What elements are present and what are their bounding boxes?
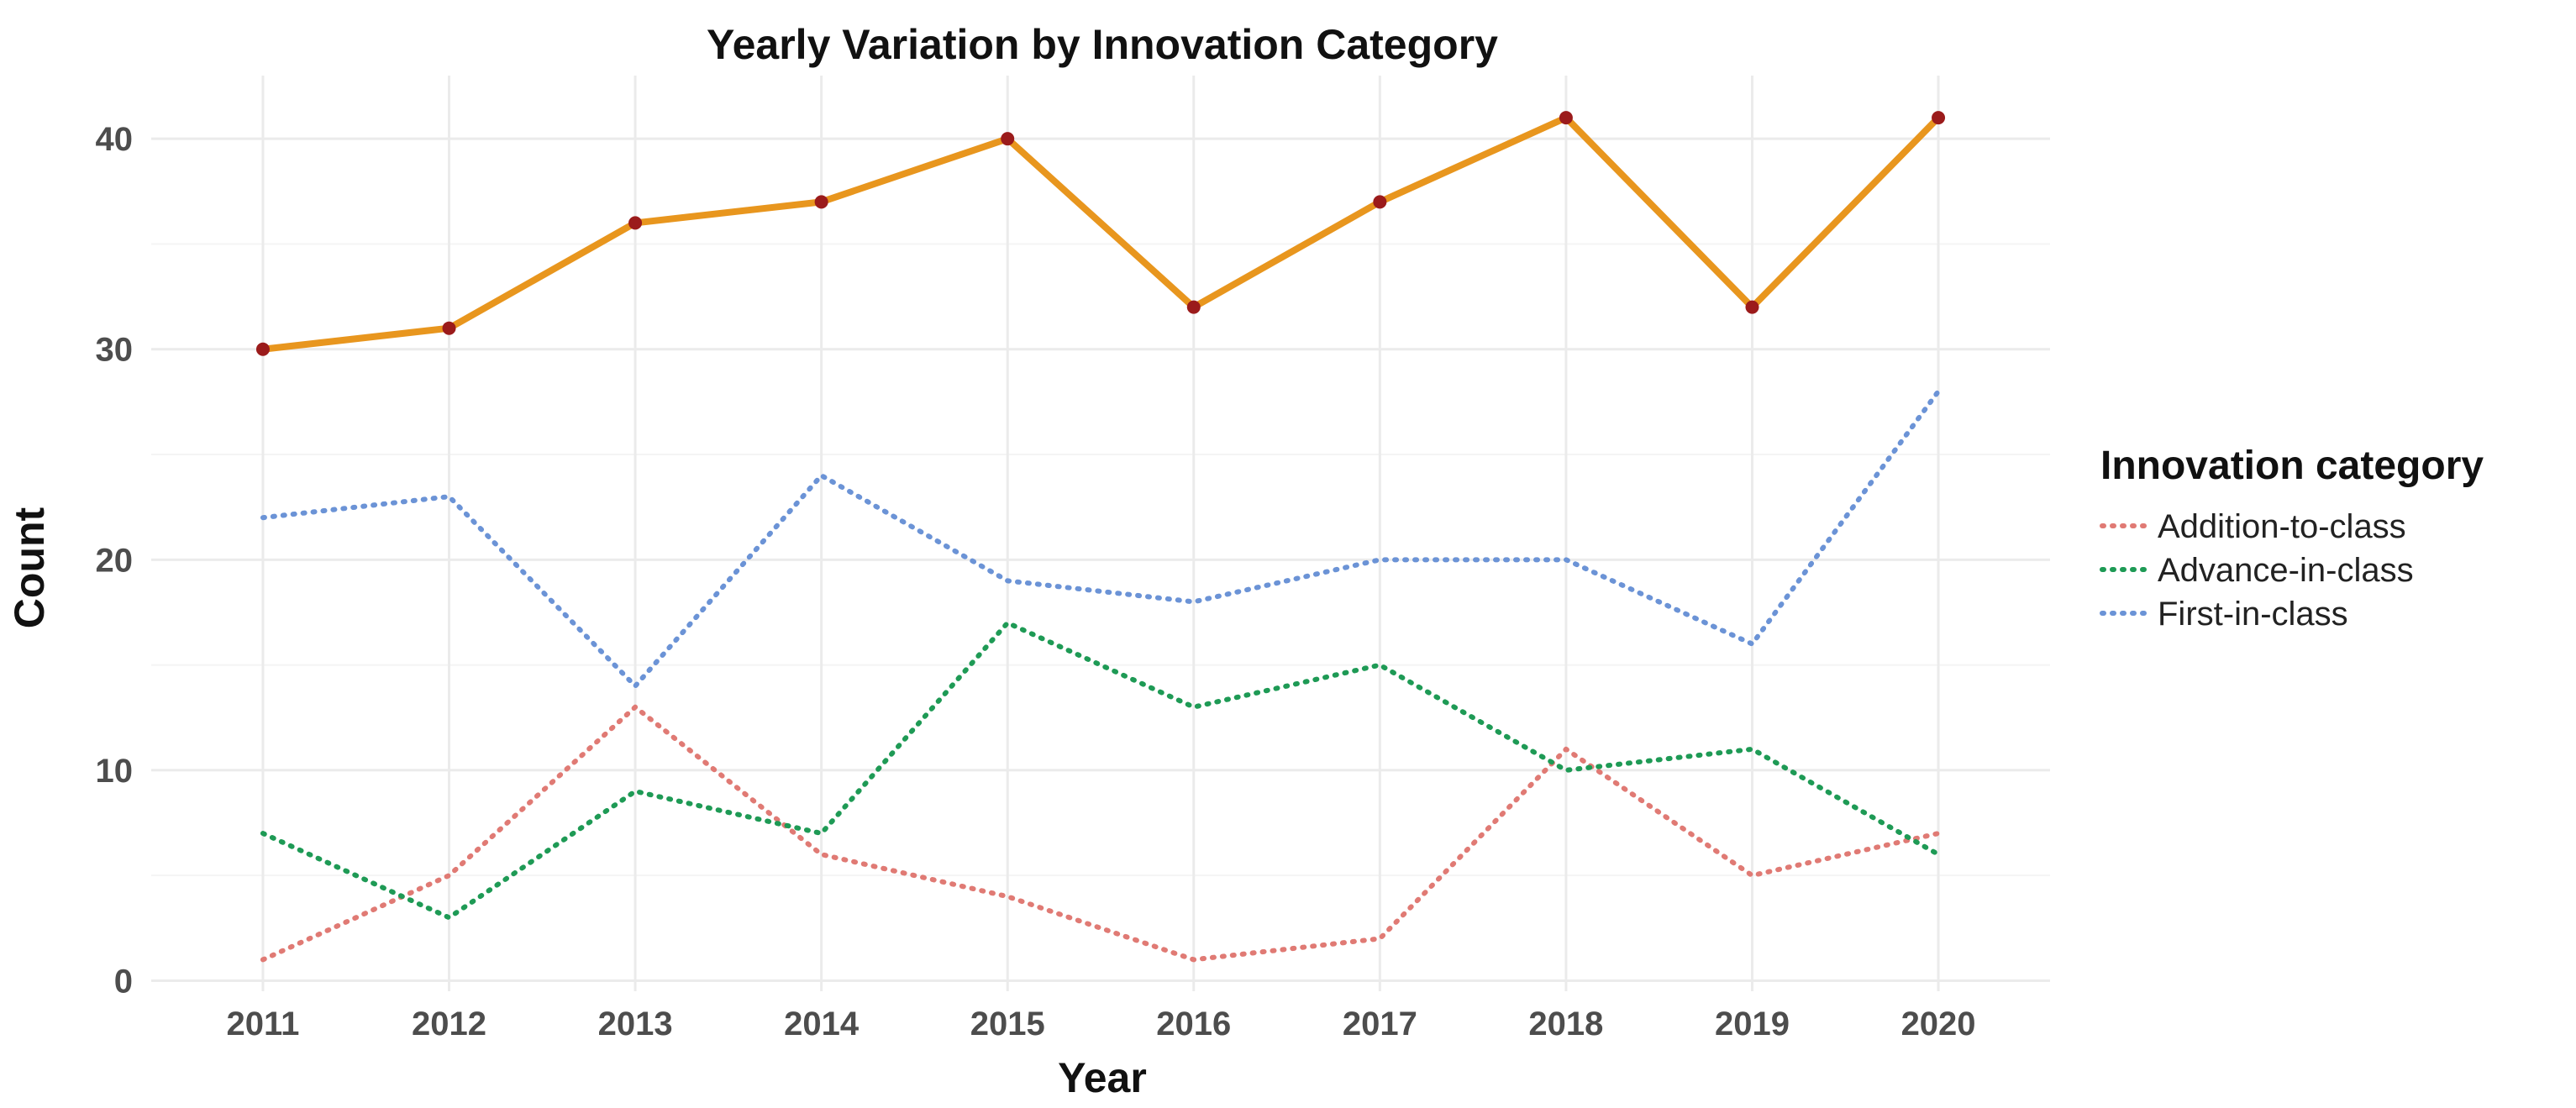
chart-title: Yearly Variation by Innovation Category bbox=[707, 21, 1498, 68]
legend: Innovation category Addition-to-class Adv… bbox=[2100, 444, 2484, 633]
series-layer bbox=[255, 111, 1946, 963]
x-tick-label: 2020 bbox=[1901, 1006, 1976, 1042]
data-point-total bbox=[1373, 195, 1387, 209]
series-line-addition-to-class bbox=[260, 704, 1942, 963]
legend-label: First-in-class bbox=[2158, 596, 2348, 633]
x-axis-title: Year bbox=[1058, 1054, 1147, 1101]
data-point-total bbox=[814, 195, 828, 209]
x-tick-label: 2019 bbox=[1715, 1006, 1790, 1042]
data-point-total bbox=[1745, 300, 1759, 314]
x-tick-label: 2013 bbox=[598, 1006, 673, 1042]
legend-label: Advance-in-class bbox=[2158, 552, 2414, 589]
y-tick-label: 10 bbox=[96, 753, 134, 790]
data-point-total bbox=[1001, 132, 1015, 146]
series-line-advance-in-class bbox=[260, 620, 1942, 921]
x-tick-label: 2018 bbox=[1528, 1006, 1603, 1042]
y-tick-label: 40 bbox=[96, 121, 134, 158]
data-point-total bbox=[1186, 300, 1201, 314]
legend-title: Innovation category bbox=[2100, 444, 2484, 488]
series-line-total bbox=[259, 114, 1943, 353]
data-point-total bbox=[1932, 111, 1946, 125]
legend-label: Addition-to-class bbox=[2158, 508, 2406, 545]
x-tick-label: 2015 bbox=[970, 1006, 1045, 1042]
series-line-first-in-class bbox=[260, 388, 1942, 689]
y-tick-label: 30 bbox=[96, 332, 134, 369]
x-tick-label: 2017 bbox=[1343, 1006, 1417, 1042]
x-axis-ticks: 2011 2012 2013 2014 2015 2016 2017 2018 2019 2020 bbox=[227, 1006, 1976, 1042]
y-axis-title: Count bbox=[6, 507, 53, 628]
data-point-total bbox=[255, 342, 270, 356]
data-point-total bbox=[1559, 111, 1573, 125]
x-tick-label: 2012 bbox=[412, 1006, 486, 1042]
data-point-total bbox=[442, 321, 456, 335]
data-point-total bbox=[628, 216, 643, 230]
x-tick-label: 2014 bbox=[784, 1006, 860, 1042]
grid bbox=[151, 76, 2050, 991]
x-tick-label: 2016 bbox=[1156, 1006, 1231, 1042]
y-axis-ticks: 0 10 20 30 40 bbox=[96, 121, 134, 1000]
y-tick-label: 20 bbox=[96, 542, 134, 579]
x-tick-label: 2011 bbox=[227, 1006, 300, 1042]
y-tick-label: 0 bbox=[114, 963, 133, 1000]
